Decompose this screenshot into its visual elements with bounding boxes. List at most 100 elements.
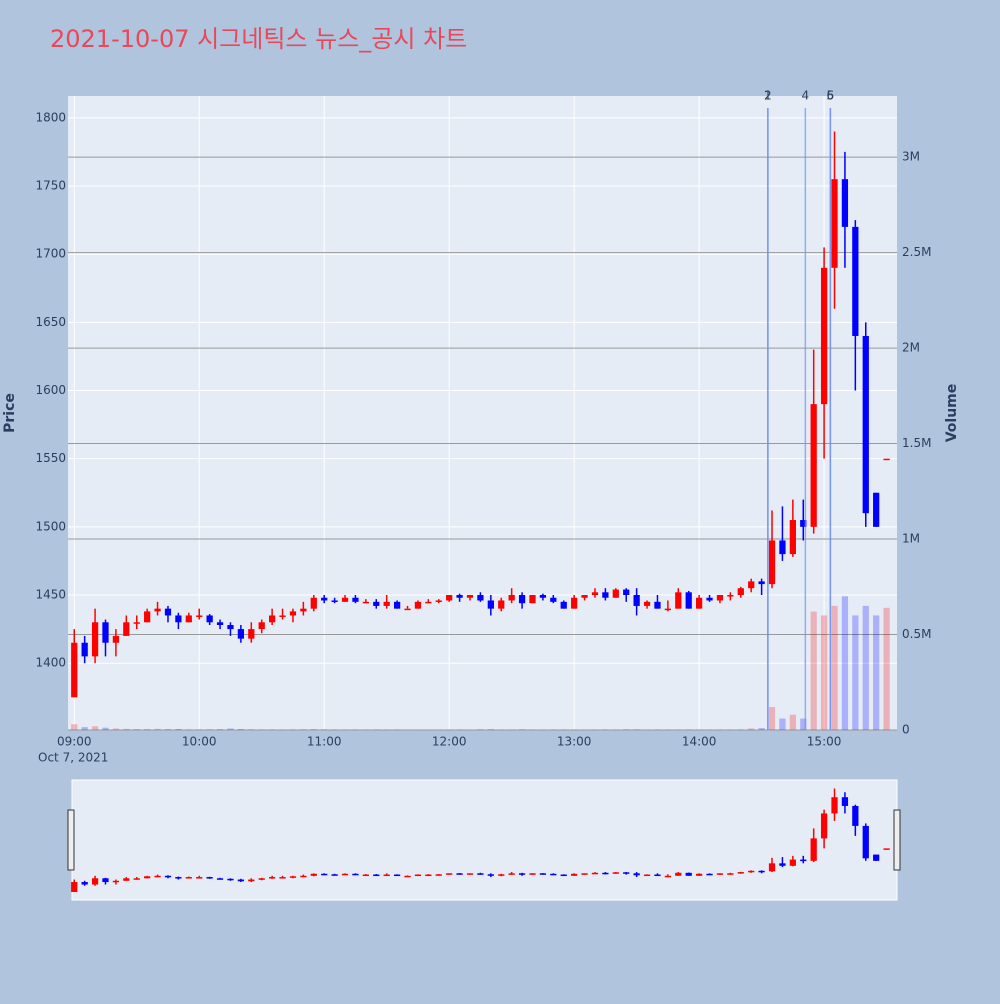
mini-candle-body [134, 878, 140, 880]
mini-candle-body [259, 878, 265, 880]
annotation-label: 6 [827, 89, 835, 103]
slider-handle-right[interactable] [894, 810, 900, 870]
volume-bar [779, 719, 785, 730]
candle-body [248, 629, 254, 639]
volume-bar [321, 729, 327, 730]
mini-candle-body [456, 873, 462, 875]
x-tick-label: 13:00 [557, 735, 592, 749]
candle-body [425, 602, 431, 604]
volume-bar [738, 729, 744, 730]
mini-candle-body [217, 878, 223, 880]
mini-candle-body [384, 875, 390, 877]
mini-candle-body [561, 875, 567, 877]
volume-bar [144, 729, 150, 730]
mini-candle-body [238, 880, 244, 882]
candle-body [269, 615, 275, 622]
y-tick-label: 1450 [35, 588, 66, 602]
volume-bar [311, 729, 317, 730]
x-tick-label: 11:00 [307, 735, 342, 749]
candle-body [456, 595, 462, 598]
volume-bar [186, 729, 192, 730]
candle-body [581, 595, 587, 598]
candle-body [852, 227, 858, 336]
slider-handle-left[interactable] [68, 810, 74, 870]
candle-body [738, 588, 744, 595]
range-slider[interactable] [72, 780, 897, 900]
mini-candle-body [207, 877, 213, 879]
volume-bar [477, 729, 483, 730]
volume-bar [873, 615, 879, 730]
mini-candle-body [269, 877, 275, 879]
candle-body [363, 602, 369, 604]
mini-candle-body [92, 878, 98, 884]
volume-bar [863, 606, 869, 730]
volume-bar [831, 606, 837, 730]
volume-bar [82, 727, 88, 730]
mini-candle-body [113, 881, 119, 883]
chart-title: 2021-10-07 시그네틱스 뉴스_공시 차트 [50, 25, 467, 53]
volume-bar [102, 728, 108, 730]
mini-candle-body [665, 876, 671, 878]
mini-candle-body [686, 873, 692, 876]
mini-candle-body [779, 863, 785, 865]
mini-candle-body [300, 876, 306, 878]
mini-candle-body [175, 877, 181, 879]
candle-body [748, 581, 754, 588]
candle-body [665, 609, 671, 611]
volume-bar [821, 615, 827, 730]
y2-tick-label: 2.5M [902, 245, 931, 259]
mini-candle-body [550, 874, 556, 876]
volume-bar [790, 715, 796, 730]
mini-candle-body [290, 876, 296, 878]
candle-body [436, 600, 442, 602]
volume-bar [238, 729, 244, 730]
mini-candle-body [748, 871, 754, 873]
volume-bar [519, 729, 525, 730]
mini-candle-body [873, 855, 879, 861]
candle-body [811, 404, 817, 527]
mini-candle-body [738, 872, 744, 874]
candle-body [863, 336, 869, 513]
candle-body [175, 615, 181, 622]
mini-candle-body [279, 877, 285, 879]
candle-body [519, 595, 525, 603]
mini-candle-body [758, 871, 764, 873]
mini-candle-body [852, 806, 858, 826]
mini-candle-body [519, 873, 525, 875]
volume-bar [488, 729, 494, 730]
candle-body [300, 609, 306, 612]
candle-body [415, 602, 421, 609]
candle-body [373, 602, 379, 606]
candle-body [92, 622, 98, 656]
candle-body [675, 592, 681, 608]
annotation-label: 4 [802, 89, 810, 103]
candle-body [717, 595, 723, 600]
x-date-label: Oct 7, 2021 [38, 751, 108, 765]
mini-candle-body [769, 863, 775, 871]
candle-body [686, 592, 692, 608]
candle-body [842, 179, 848, 227]
mini-candle-body [394, 875, 400, 877]
candle-body [790, 520, 796, 554]
volume-bar [300, 729, 306, 730]
mini-candle-body [227, 879, 233, 881]
mini-candle-body [717, 873, 723, 875]
mini-candle-body [248, 880, 254, 882]
volume-bar [227, 728, 233, 730]
volume-bar [623, 729, 629, 730]
candle-body [602, 592, 608, 597]
candle-body [154, 609, 160, 612]
y-tick-label: 1750 [35, 178, 66, 192]
volume-bar [269, 729, 275, 730]
candle-body [259, 622, 265, 629]
mini-candle-body [509, 873, 515, 875]
mini-candle-body [467, 873, 473, 875]
volume-bar [113, 728, 119, 730]
mini-candle-body [373, 875, 379, 877]
mini-candle-body [144, 876, 150, 878]
candle-body [113, 636, 119, 643]
mini-candle-body [477, 873, 483, 875]
mini-candle-body [696, 874, 702, 876]
mini-candle-body [811, 838, 817, 860]
